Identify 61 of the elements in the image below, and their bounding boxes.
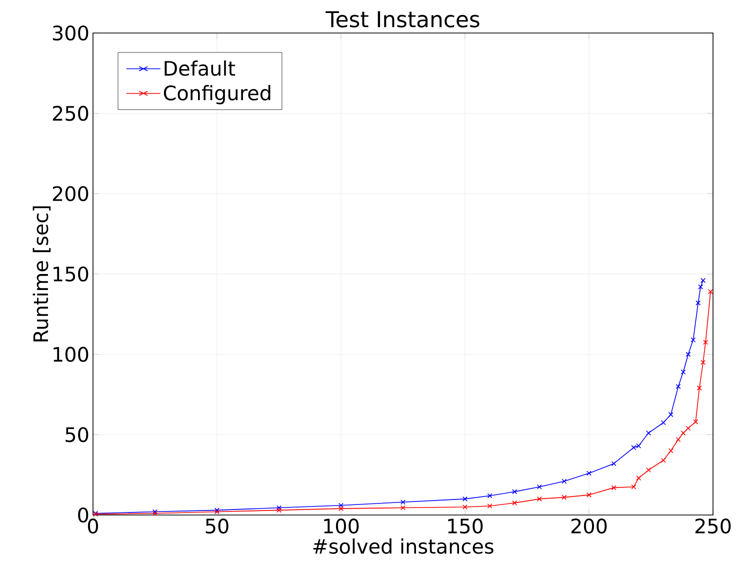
point	[462, 504, 468, 510]
point	[631, 484, 636, 490]
y-tick-label: 50	[66, 427, 88, 442]
point	[698, 284, 704, 290]
legend-label: Default	[164, 60, 236, 76]
x-tick-label: 250	[695, 518, 731, 534]
point	[646, 468, 652, 473]
point	[686, 352, 691, 357]
point	[536, 484, 542, 490]
point	[696, 386, 702, 391]
x-tick-label: 0	[88, 518, 98, 534]
y-tick-label: 150	[54, 266, 88, 282]
point	[400, 500, 406, 505]
point	[400, 505, 406, 510]
x-axis-title: #solved instances	[313, 538, 494, 554]
point	[487, 503, 492, 509]
chart-title: Test Instances	[326, 11, 480, 28]
point	[276, 508, 282, 513]
point	[696, 300, 701, 306]
point	[703, 340, 708, 345]
x-tick-label: 200	[571, 518, 607, 534]
y-tick-label: 300	[52, 25, 88, 41]
point	[462, 496, 468, 502]
y-tick-label: 100	[54, 346, 88, 362]
point	[668, 448, 674, 454]
point	[611, 485, 616, 490]
point	[660, 458, 666, 463]
point	[487, 493, 492, 498]
point	[700, 360, 706, 365]
x-tick-label: 150	[448, 518, 483, 534]
point	[680, 430, 686, 436]
point	[512, 489, 518, 494]
point	[660, 420, 666, 426]
point	[668, 412, 674, 418]
point	[338, 506, 344, 512]
point	[693, 419, 698, 424]
legend-label: Configured	[164, 85, 270, 104]
point	[536, 496, 542, 502]
point	[586, 492, 592, 498]
y-axis-title: Runtime [sec]	[32, 206, 51, 342]
y-tick-label: 0	[78, 507, 88, 523]
point	[690, 337, 696, 342]
point	[562, 494, 567, 500]
point	[586, 470, 592, 476]
y-tick-label: 250	[52, 106, 88, 121]
point	[276, 505, 282, 510]
x-tick-label: 100	[324, 518, 359, 534]
point	[700, 278, 706, 283]
x-tick-label: 50	[206, 518, 228, 534]
point	[680, 369, 686, 375]
y-tick-label: 200	[52, 186, 88, 202]
point	[646, 430, 652, 436]
point	[562, 478, 567, 484]
point	[636, 476, 642, 481]
point	[708, 289, 714, 294]
point	[686, 426, 691, 431]
point	[676, 436, 681, 442]
point	[512, 500, 518, 506]
point	[676, 384, 681, 389]
point	[338, 502, 344, 508]
point	[611, 461, 616, 466]
